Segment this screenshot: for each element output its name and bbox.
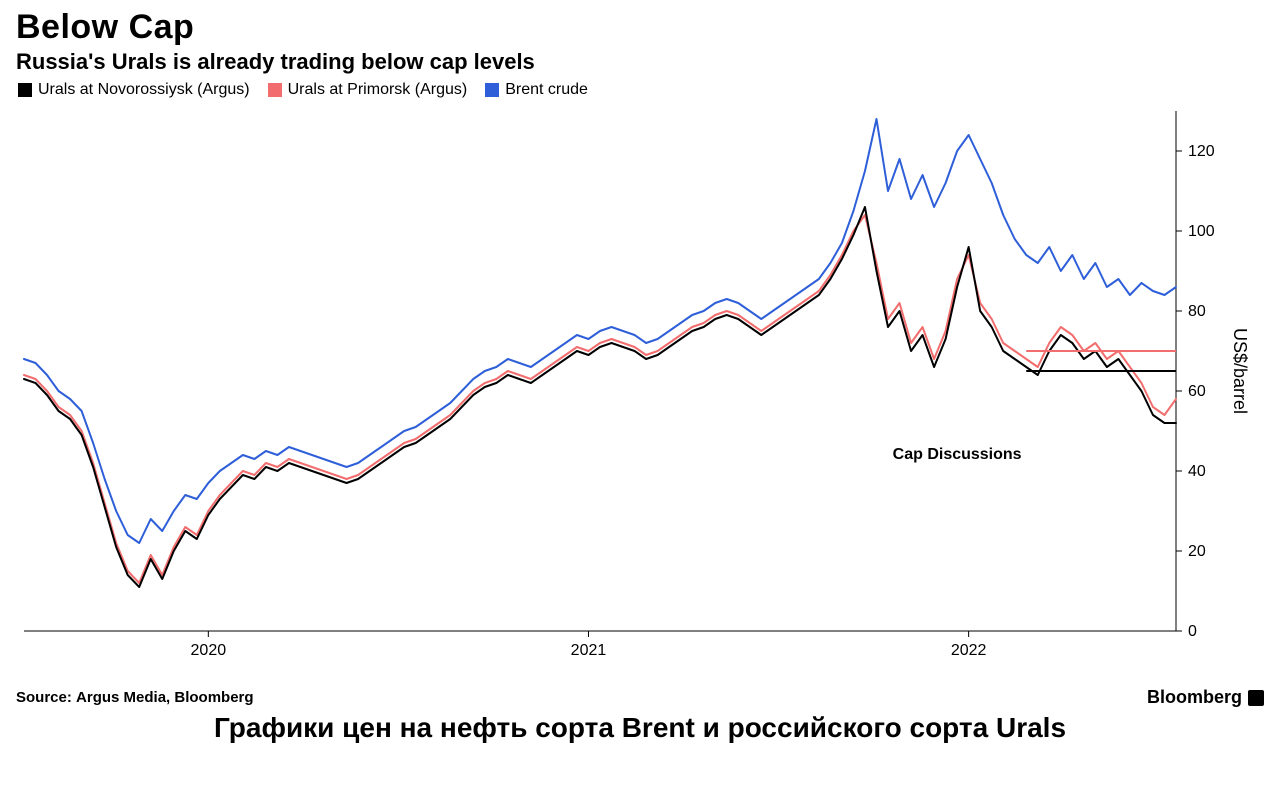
chart-area: 0 20 40 60 80 100 120 US$/barrel 2020 2021 2022 Cap… xyxy=(16,101,1264,681)
source-text: Source: Argus Media, Bloomberg xyxy=(16,689,254,706)
caption: Графики цен на нефть сорта Brent и росси… xyxy=(16,712,1264,744)
brand: Bloomberg xyxy=(1147,687,1264,708)
svg-text:60: 60 xyxy=(1188,383,1206,400)
svg-text:US$/barrel: US$/barrel xyxy=(1230,328,1250,414)
chart-title: Below Cap xyxy=(16,8,1264,47)
legend-label: Urals at Primorsk (Argus) xyxy=(288,81,468,99)
source-prefix: Source: xyxy=(16,689,72,706)
svg-text:100: 100 xyxy=(1188,223,1215,240)
svg-text:40: 40 xyxy=(1188,463,1206,480)
legend-item-brent: Brent crude xyxy=(485,81,588,99)
svg-text:20: 20 xyxy=(1188,543,1206,560)
line-chart: 0 20 40 60 80 100 120 US$/barrel 2020 2021 2022 Cap… xyxy=(16,101,1264,681)
legend: Urals at Novorossiysk (Argus) Urals at P… xyxy=(16,81,1264,99)
swatch-icon xyxy=(485,83,499,97)
legend-item-primorsk: Urals at Primorsk (Argus) xyxy=(268,81,468,99)
svg-text:120: 120 xyxy=(1188,143,1215,160)
page: Below Cap Russia's Urals is already trad… xyxy=(0,0,1280,803)
svg-text:80: 80 xyxy=(1188,303,1206,320)
bloomberg-icon xyxy=(1248,690,1264,706)
swatch-icon xyxy=(268,83,282,97)
brand-label: Bloomberg xyxy=(1147,687,1242,708)
chart-subtitle: Russia's Urals is already trading below … xyxy=(16,49,1264,75)
svg-text:2021: 2021 xyxy=(571,642,607,659)
svg-text:Cap Discussions: Cap Discussions xyxy=(893,446,1022,463)
source-value: Argus Media, Bloomberg xyxy=(76,689,254,706)
svg-text:2020: 2020 xyxy=(191,642,227,659)
svg-text:0: 0 xyxy=(1188,623,1197,640)
legend-label: Urals at Novorossiysk (Argus) xyxy=(38,81,250,99)
swatch-icon xyxy=(18,83,32,97)
legend-item-novorossiysk: Urals at Novorossiysk (Argus) xyxy=(18,81,250,99)
svg-text:2022: 2022 xyxy=(951,642,987,659)
legend-label: Brent crude xyxy=(505,81,588,99)
footer-row: Source: Argus Media, Bloomberg Bloomberg xyxy=(16,687,1264,708)
